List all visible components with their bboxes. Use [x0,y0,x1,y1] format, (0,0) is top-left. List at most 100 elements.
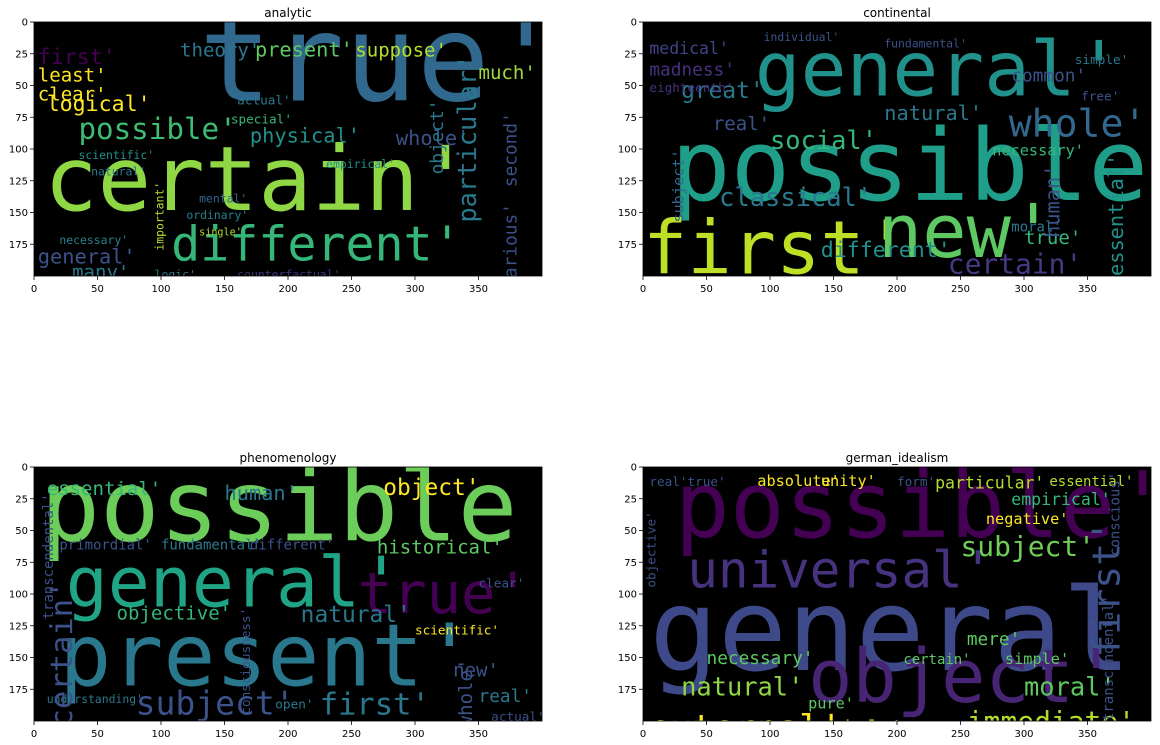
cloud-word: much' [479,62,536,84]
cloud-word-vertical: particular' [452,55,482,223]
cloud-word: empirical' [1011,490,1110,509]
cloud-word: first' [320,688,430,721]
cloud-word-vertical: transcendental' [41,493,57,619]
cloud-word-vertical: first' [1084,520,1128,658]
cloud-word: whole' [834,717,903,721]
cloud-word: scientific' [415,623,499,638]
y-tick-label: 50 [15,81,28,92]
cloud-word: first' [38,45,116,70]
cloud-word: primordial' [59,538,151,554]
x-tick-label: 350 [1078,729,1097,740]
y-tick-label: 100 [9,590,28,601]
y-tick-label: 75 [15,558,28,569]
cloud-word: absolute' [757,472,840,490]
cloud-word: different' [171,217,462,273]
cloud-word: unity' [821,472,876,490]
cloud-word: common' [1011,67,1086,87]
cloud-word: great' [681,78,764,104]
y-tick-label: 125 [618,176,637,187]
cloud-word: real' [713,113,770,135]
x-tick-label: 100 [151,284,170,295]
cloud-word: suppose' [355,39,447,61]
cloud-word: possible' [671,109,1151,224]
y-tick-label: 0 [22,463,28,474]
cloud-word: present' [255,37,353,61]
x-tick-label: 250 [951,729,970,740]
x-tick-label: 0 [640,729,646,740]
x-tick-label: 0 [640,284,646,295]
cloud-word: universal' [136,719,212,721]
y-tick-label: 0 [631,463,637,474]
cloud-word: universal' [687,541,993,600]
x-tick-label: 250 [342,729,361,740]
cloud-word: natural' [301,602,411,628]
x-tick-label: 300 [405,284,424,295]
x-tick-label: 300 [1014,284,1033,295]
y-tick-label: 175 [9,685,28,696]
x-tick-label: 50 [700,284,713,295]
x-tick-label: 50 [91,284,104,295]
cloud-word: true' [687,474,725,489]
cloud-word-vertical: consciousness' [238,608,253,715]
x-tick-label: 50 [91,729,104,740]
cloud-word: possible' [675,467,1151,559]
cloud-word: natural' [884,101,982,125]
cloud-word: many' [72,262,129,276]
cloud-word: logical' [47,92,151,117]
cloud-word: actual' [491,709,542,721]
cloud-word: individual' [764,30,840,44]
y-tick-label: 0 [631,18,637,29]
cloud-word: necessary' [59,233,128,247]
cloud-word-vertical: second' [502,112,522,187]
cloud-word: counterfactual' [237,268,340,276]
axes: 0 50 100 150 200 250 300 350 0 25 50 75 100 125 150 175 [618,18,1152,295]
wordcloud-image: general'possible'first'new' whole' classic… [643,22,1151,276]
cloud-word: certain' [44,127,472,231]
x-tick-label: 50 [700,729,713,740]
cloud-word: clear' [38,84,107,106]
cloud-word: pure' [808,694,854,712]
subplot-title: continental [863,6,931,20]
cloud-word: object' [383,475,479,501]
cloud-word: least' [38,65,107,87]
wordcloud-canvas: possible'general'true'present'subject' fi… [40,467,542,721]
cloud-word: essential' [1049,474,1133,490]
cloud-word: possible' [78,112,236,146]
cloud-word: classical' [719,182,872,212]
x-tick-label: 150 [215,729,234,740]
cloud-word: real' [479,687,532,707]
cloud-word: different' [821,238,951,263]
x-tick-label: 0 [31,729,37,740]
y-tick-label: 100 [9,145,28,156]
cloud-word: logic' [155,268,196,276]
cloud-word: fundamental' [161,538,262,554]
cloud-word: immediate' [967,705,1135,721]
cloud-word: historical' [377,536,503,558]
y-tick-label: 125 [618,621,637,632]
cloud-word: essential' [47,478,162,500]
cloud-word: true' [1024,227,1081,249]
y-tick-label: 175 [618,240,637,251]
y-tick-label: 50 [624,81,637,92]
cloud-word: particular' [935,474,1044,493]
axes: 0 50 100 150 200 250 300 350 0 25 50 75 100 125 150 175 [9,463,543,740]
cloud-word: first' [643,206,909,276]
x-tick-label: 150 [824,284,843,295]
cloud-word-vertical: conscious' [1107,472,1123,556]
cloud-word-vertical: objective' [644,511,659,587]
cloud-word-vertical: human' [1041,165,1065,238]
y-tick-label: 25 [15,49,28,60]
y-tick-label: 175 [9,240,28,251]
x-tick-label: 300 [405,729,424,740]
subplot-analytic: analytic true' certain' different' possible… [0,0,580,310]
cloud-word: certain' [903,652,970,668]
y-tick-label: 25 [624,49,637,60]
cloud-word: open' [275,696,313,711]
cloud-word: form' [897,474,935,489]
cloud-word-vertical: transcendental' [1101,595,1117,721]
cloud-word: moral' [1024,672,1116,702]
y-tick-label: 25 [624,494,637,505]
subplot-title: analytic [264,6,312,20]
x-tick-label: 350 [1078,284,1097,295]
subplot-german-idealism: german_idealism possible' universal' gener… [610,446,1160,745]
